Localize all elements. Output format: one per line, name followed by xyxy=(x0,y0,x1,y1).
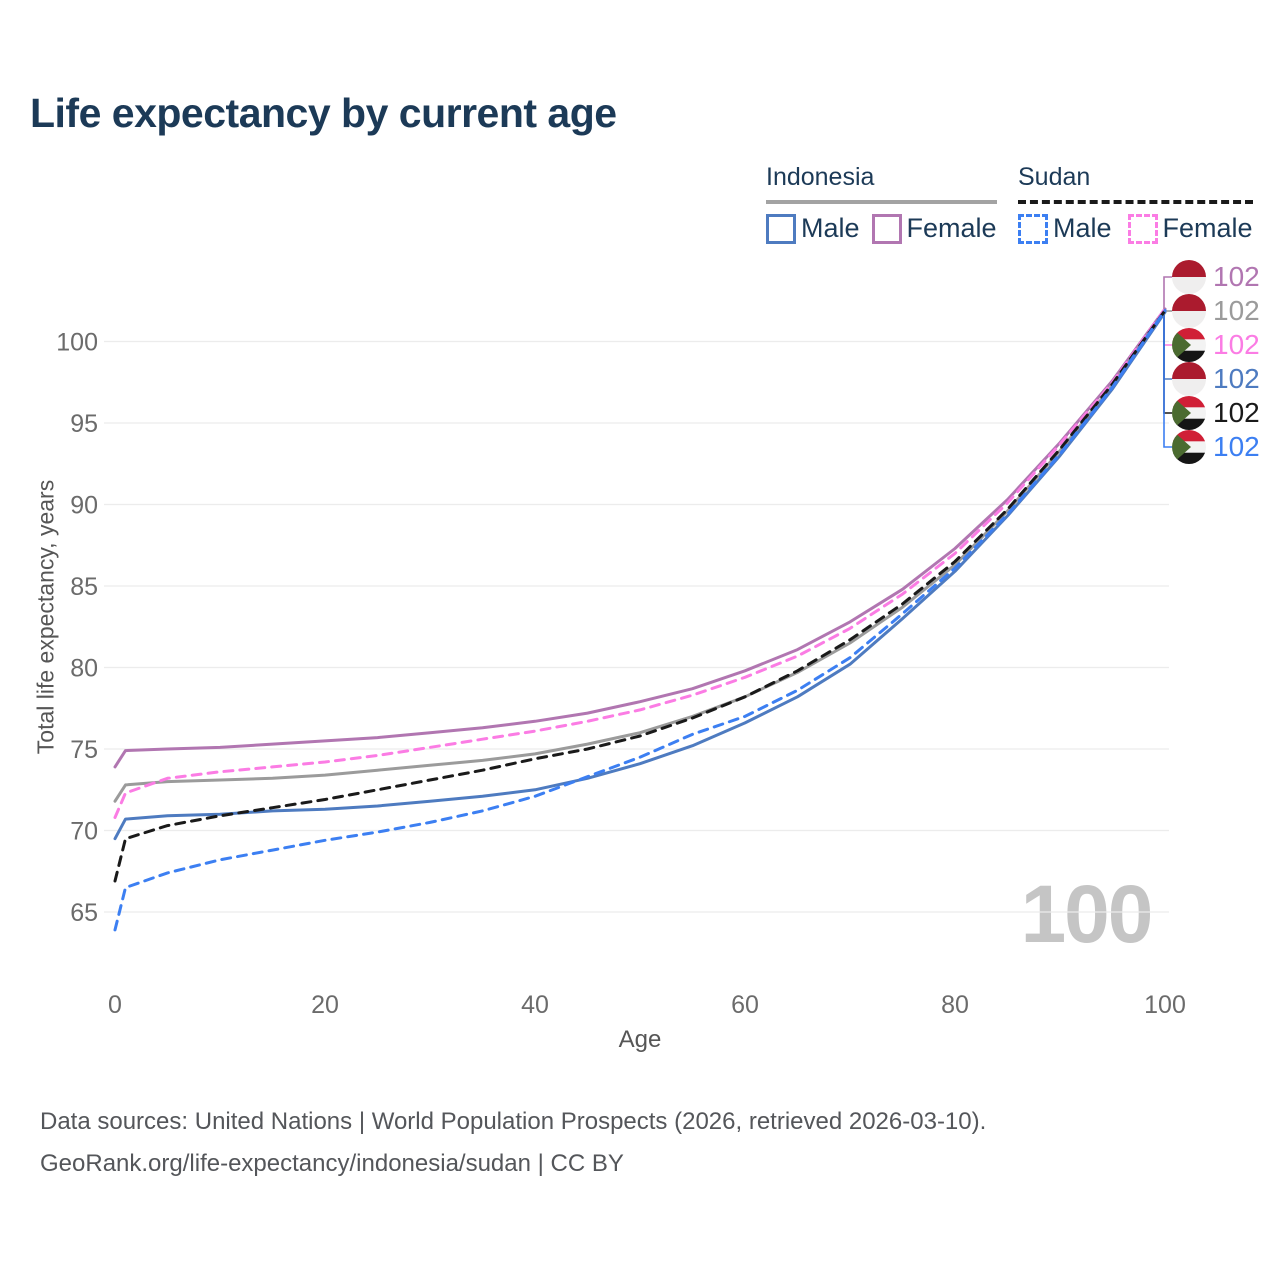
attribution-text: GeoRank.org/life-expectancy/indonesia/su… xyxy=(40,1150,624,1177)
y-tick-label-95: 95 xyxy=(70,410,98,438)
series-line-sudan-male xyxy=(113,309,1167,932)
indonesia-flag-icon xyxy=(1172,294,1206,328)
legend-country-label: Sudan xyxy=(1018,163,1091,191)
y-tick-label-80: 80 xyxy=(70,655,98,683)
legend-country-indonesia: Indonesia xyxy=(766,163,997,204)
endpoint-value: 102 xyxy=(1213,397,1260,428)
y-tick-label-85: 85 xyxy=(70,573,98,601)
series-line-indonesia-all xyxy=(113,309,1167,803)
legend-item-indonesia-female[interactable]: Female xyxy=(871,213,997,244)
endpoint-label-indonesia-female: 102 xyxy=(1172,260,1260,294)
legend-group-indonesia: Indonesia Male Female xyxy=(766,163,997,244)
series-line-indonesia-female xyxy=(113,307,1167,769)
x-tick-label-80: 80 xyxy=(941,991,969,1019)
indonesia-female-swatch xyxy=(871,213,902,244)
sudan-male-swatch xyxy=(1018,213,1048,244)
y-tick-label-70: 70 xyxy=(70,818,98,846)
series-line-indonesia-male xyxy=(113,310,1167,841)
legend-item-indonesia-male[interactable]: Male xyxy=(766,213,860,244)
indonesia-flag-icon xyxy=(1172,362,1206,396)
endpoint-label-sudan-male: 102 xyxy=(1172,430,1260,464)
legend-item-label: Male xyxy=(801,213,860,243)
leader-line-sudan-male xyxy=(1163,311,1174,448)
y-tick-label-100: 100 xyxy=(56,329,98,357)
page-title: Life expectancy by current age xyxy=(30,90,617,136)
x-tick-label-60: 60 xyxy=(731,991,759,1019)
y-tick-label-65: 65 xyxy=(70,899,98,927)
legend-item-sudan-male[interactable]: Male xyxy=(1018,213,1112,244)
legend-underline-solid xyxy=(766,200,997,204)
sudan-flag-icon xyxy=(1172,328,1206,362)
y-tick-label-75: 75 xyxy=(70,736,98,764)
y-tick-label-90: 90 xyxy=(70,492,98,520)
endpoint-value: 102 xyxy=(1213,431,1260,462)
legend-item-label: Female xyxy=(906,213,997,243)
indonesia-flag-icon xyxy=(1172,260,1206,294)
legend-country-label: Indonesia xyxy=(766,163,875,191)
data-sources-text: Data sources: United Nations | World Pop… xyxy=(40,1108,987,1135)
x-tick-label-20: 20 xyxy=(311,991,339,1019)
sudan-flag-icon xyxy=(1172,430,1206,464)
series-line-sudan-all xyxy=(113,309,1167,883)
endpoint-value: 102 xyxy=(1213,261,1260,292)
x-axis-title: Age xyxy=(618,1026,662,1053)
legend-underline-dashed xyxy=(1018,200,1253,204)
endpoint-value: 102 xyxy=(1213,329,1260,360)
legend-country-sudan: Sudan xyxy=(1018,163,1253,204)
legend-item-label: Male xyxy=(1053,213,1112,243)
endpoint-label-indonesia-all: 102 xyxy=(1172,294,1260,328)
endpoint-value: 102 xyxy=(1213,295,1260,326)
leader-line-indonesia-female xyxy=(1163,276,1174,311)
x-tick-label-0: 0 xyxy=(108,991,122,1019)
indonesia-male-swatch xyxy=(766,213,796,244)
endpoint-value: 102 xyxy=(1213,363,1260,394)
x-tick-label-40: 40 xyxy=(521,991,549,1019)
series-line-sudan-female xyxy=(113,307,1167,819)
endpoint-label-sudan-female: 102 xyxy=(1172,328,1260,362)
sudan-female-swatch xyxy=(1127,213,1158,244)
legend-group-sudan: Sudan Male Female xyxy=(1018,163,1253,244)
endpoint-label-sudan-all: 102 xyxy=(1172,396,1260,430)
x-tick-label-100: 100 xyxy=(1144,991,1186,1019)
legend-item-label: Female xyxy=(1162,213,1253,243)
endpoint-label-indonesia-male: 102 xyxy=(1172,362,1260,396)
age-watermark: 100 xyxy=(1020,869,1154,960)
legend-item-sudan-female[interactable]: Female xyxy=(1127,213,1253,244)
sudan-flag-icon xyxy=(1172,396,1206,430)
